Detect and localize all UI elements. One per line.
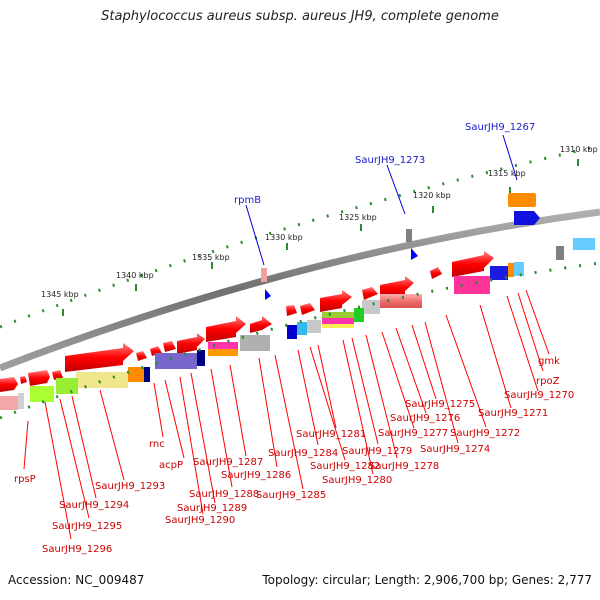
gene-label-saurjh9-1295: SaurJH9_1295: [52, 521, 122, 532]
feature-marker-saurjh9-1267-blue: [514, 211, 540, 225]
gene-label-saurjh9-1294: SaurJH9_1294: [59, 500, 129, 511]
ruler-label-1310kbp: 1310 kbp: [560, 145, 598, 154]
gene-label-saurjh9-1271: SaurJH9_1271: [478, 408, 548, 419]
gene-label-saurjh9-1272: SaurJH9_1272: [450, 428, 520, 439]
gene-label-saurjh9-1280: SaurJH9_1280: [322, 475, 392, 486]
ruler-label-1315kbp: 1315 kbp: [488, 169, 526, 178]
feature-label-saurjh9-1273: SaurJH9_1273: [355, 155, 425, 166]
gene-label-saurjh9-1293: SaurJH9_1293: [95, 481, 165, 492]
gene-label-rnc: rnc: [149, 439, 165, 450]
gene-label-saurjh9-1279: SaurJH9_1279: [342, 446, 412, 457]
gene-label-saurjh9-1287: SaurJH9_1287: [193, 457, 263, 468]
gene-label-gmk: gmk: [538, 356, 560, 367]
genome-stats-text: Topology: circular; Length: 2,906,700 bp…: [262, 573, 592, 587]
ruler-label-1345kbp: 1345 kbp: [41, 290, 79, 299]
gene-label-saurjh9-1290: SaurJH9_1290: [165, 515, 235, 526]
gene-label-saurjh9-1284: SaurJH9_1284: [268, 448, 338, 459]
map-title: Staphylococcus aureus subsp. aureus JH9,…: [101, 9, 499, 24]
gene-label-saurjh9-1289: SaurJH9_1289: [177, 503, 247, 514]
ruler-label-1320kbp: 1320 kbp: [413, 191, 451, 200]
feature-markers: [245, 134, 540, 300]
ruler-label-1330kbp: 1330 kbp: [265, 233, 303, 242]
gene-label-saurjh9-1270: SaurJH9_1270: [504, 390, 574, 401]
feature-marker-rpmb: [265, 289, 271, 300]
accession-text: Accession: NC_009487: [8, 573, 145, 587]
gene-label-saurjh9-1276: SaurJH9_1276: [390, 413, 460, 424]
gene-label-saurjh9-1286: SaurJH9_1286: [221, 470, 291, 481]
gene-label-saurjh9-1285: SaurJH9_1285: [256, 490, 326, 501]
gene-label-rpoz: rpoZ: [536, 376, 560, 387]
gene-label-saurjh9-1282: SaurJH9_1282: [310, 461, 380, 472]
ruler-label-1340kbp: 1340 kbp: [116, 271, 154, 280]
ruler-label-1335kbp: 1335 kbp: [192, 253, 230, 262]
gene-label-saurjh9-1275: SaurJH9_1275: [405, 399, 475, 410]
gene-label-saurjh9-1274: SaurJH9_1274: [420, 444, 490, 455]
feature-label-saurjh9-1267: SaurJH9_1267: [465, 122, 535, 133]
gene-label-saurjh9-1281: SaurJH9_1281: [296, 429, 366, 440]
feature-label-rpmb: rpmB: [234, 195, 261, 206]
feature-blocks: [0, 238, 595, 410]
forward-strand-genes: [0, 251, 494, 392]
ruler-label-1325kbp: 1325 kbp: [339, 213, 377, 222]
ruler-arc: [0, 144, 600, 329]
gene-label-saurjh9-1277: SaurJH9_1277: [378, 428, 448, 439]
gene-label-leaders: [23, 289, 550, 540]
feature-marker-saurjh9-1267: [508, 193, 536, 207]
gene-label-saurjh9-1278: SaurJH9_1278: [369, 461, 439, 472]
gene-label-saurjh9-1288: SaurJH9_1288: [189, 489, 259, 500]
gene-label-saurjh9-1296: SaurJH9_1296: [42, 544, 112, 555]
gene-label-rpsp: rpsP: [14, 474, 36, 485]
gene-label-acpp: acpP: [159, 460, 183, 471]
ruler-major-ticks: [62, 159, 579, 316]
feature-marker-saurjh9-1273: [411, 248, 418, 260]
lower-ruler-arc: [0, 261, 600, 420]
